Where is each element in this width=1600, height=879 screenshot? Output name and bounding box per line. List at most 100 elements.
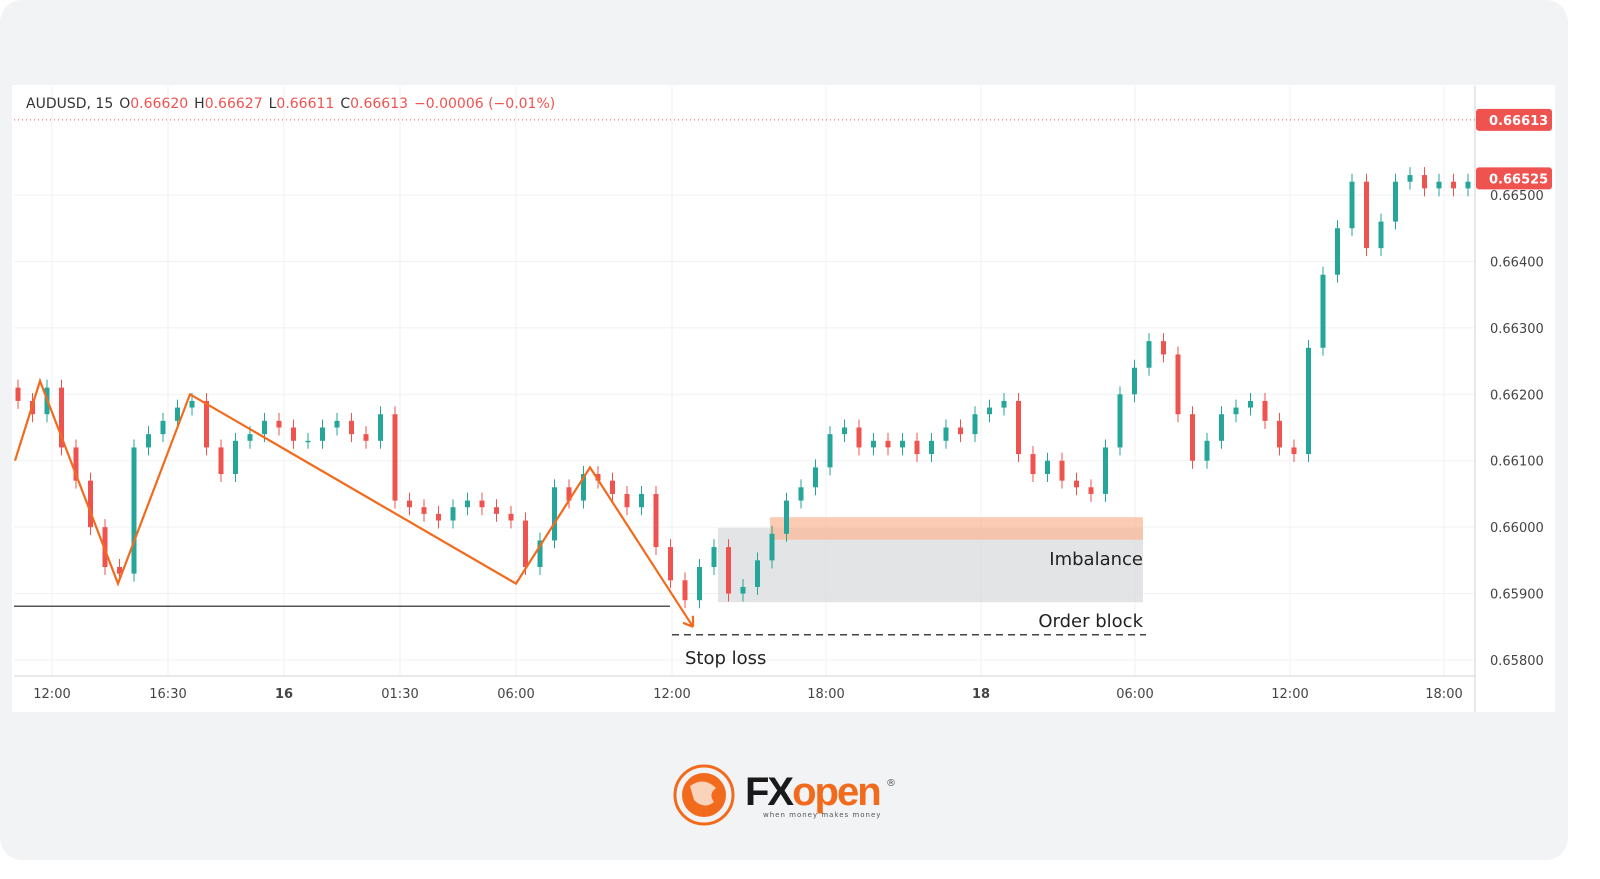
open-value: 0.66620 — [130, 96, 189, 112]
candle-body — [1364, 181, 1369, 249]
candle-body — [1059, 460, 1065, 481]
candle-body — [1465, 181, 1471, 189]
high-value: 0.66627 — [204, 96, 263, 112]
candle-body — [305, 440, 311, 443]
low-label: L — [268, 96, 277, 112]
open-label: O — [119, 96, 131, 112]
candle-body — [349, 420, 354, 435]
candle-body — [943, 427, 949, 441]
candle-body — [146, 434, 151, 448]
candle-body — [1436, 181, 1442, 189]
x-tick-label: 06:00 — [1116, 687, 1153, 702]
candle-body — [552, 487, 557, 541]
candle-body — [1030, 454, 1036, 475]
candle-body — [1117, 394, 1123, 448]
candle-body — [1146, 341, 1152, 368]
candle-body — [1103, 447, 1108, 494]
candle-body — [320, 427, 325, 441]
logo-open: open — [792, 770, 882, 814]
candle-body — [508, 513, 514, 521]
candle-body — [1349, 181, 1355, 229]
candle-body — [1190, 414, 1195, 461]
candle-body — [813, 467, 818, 488]
candle-body — [1045, 460, 1050, 475]
change-value: −0.00006 (−0.01%) — [414, 96, 556, 112]
zigzag-structure-line — [13, 377, 694, 628]
candle-body — [131, 447, 137, 574]
candle-body — [421, 507, 427, 514]
arrow-head-icon — [682, 615, 695, 628]
price-badge-label: 0.66525 — [1489, 172, 1548, 187]
x-tick-label: 18:00 — [807, 687, 844, 702]
candle-body — [784, 500, 789, 534]
price-badge-label: 0.66613 — [1489, 114, 1548, 129]
x-tick-label: 18:00 — [1425, 687, 1462, 702]
candle-body — [1204, 440, 1210, 461]
low-value: 0.66611 — [276, 96, 335, 112]
candle-body — [624, 493, 630, 508]
x-tick-label: 01:30 — [381, 687, 418, 702]
fxopen-bull-logo-icon — [673, 764, 735, 826]
candle-body — [726, 547, 731, 594]
candle-body — [929, 440, 934, 455]
candle-body — [494, 507, 499, 514]
candle-body — [1422, 175, 1427, 189]
candle-body — [972, 414, 978, 435]
candle-body — [1407, 175, 1413, 182]
candle-body — [378, 414, 383, 441]
y-tick-label: 0.66400 — [1490, 255, 1544, 270]
candle-body — [1291, 447, 1297, 455]
candle-body — [436, 513, 441, 521]
candle-body — [1335, 228, 1340, 275]
chart-panel — [12, 85, 1555, 712]
logo-fx: FX — [745, 770, 794, 814]
candle-body — [276, 420, 282, 428]
candle-body — [682, 580, 688, 601]
candle-body — [827, 434, 833, 468]
candle-body — [653, 493, 659, 548]
fxopen-logo-text: FXopen — [745, 770, 882, 815]
candle-body — [218, 447, 224, 475]
candle-body — [407, 500, 412, 508]
candle-body — [856, 427, 862, 448]
candle-body — [711, 547, 717, 568]
close-value: 0.66613 — [350, 96, 409, 112]
candle-body — [334, 420, 340, 428]
candle-body — [914, 440, 920, 455]
candle-body — [175, 407, 180, 421]
candle-body — [1248, 400, 1253, 408]
candle-body — [871, 440, 876, 448]
candle-body — [73, 447, 79, 481]
stop-loss-label: Stop loss — [685, 648, 766, 669]
price-badge — [1476, 108, 1552, 131]
candle-body — [363, 434, 369, 441]
y-tick-label: 0.65800 — [1490, 654, 1544, 669]
candle-body — [769, 533, 775, 561]
y-tick-label: 0.65900 — [1490, 588, 1544, 603]
candle-body — [392, 414, 398, 501]
candle-body — [987, 407, 992, 415]
high-label: H — [194, 96, 205, 112]
candle-body — [189, 400, 195, 408]
candle-body — [1132, 367, 1137, 395]
candle-body — [958, 427, 963, 435]
candle-body — [1219, 414, 1224, 441]
candle-body — [900, 440, 905, 448]
candle-body — [1074, 480, 1079, 488]
ohlc-header: AUDUSD, 15 O0.66620 H0.66627 L0.66611 C0.666… — [26, 96, 561, 112]
candle-body — [1306, 347, 1311, 455]
candle-body — [1088, 487, 1094, 494]
candle-body — [740, 586, 746, 594]
candle-body — [668, 547, 673, 581]
candle-body — [697, 567, 702, 601]
close-label: C — [340, 96, 351, 112]
candle-body — [610, 480, 615, 494]
candle-body — [842, 427, 847, 435]
y-tick-label: 0.66100 — [1490, 455, 1544, 470]
candle-body — [204, 400, 209, 448]
candle-body — [1277, 420, 1282, 448]
x-tick-label: 16 — [275, 687, 293, 702]
candle-body — [1451, 181, 1456, 189]
y-tick-label: 0.66000 — [1490, 521, 1544, 536]
